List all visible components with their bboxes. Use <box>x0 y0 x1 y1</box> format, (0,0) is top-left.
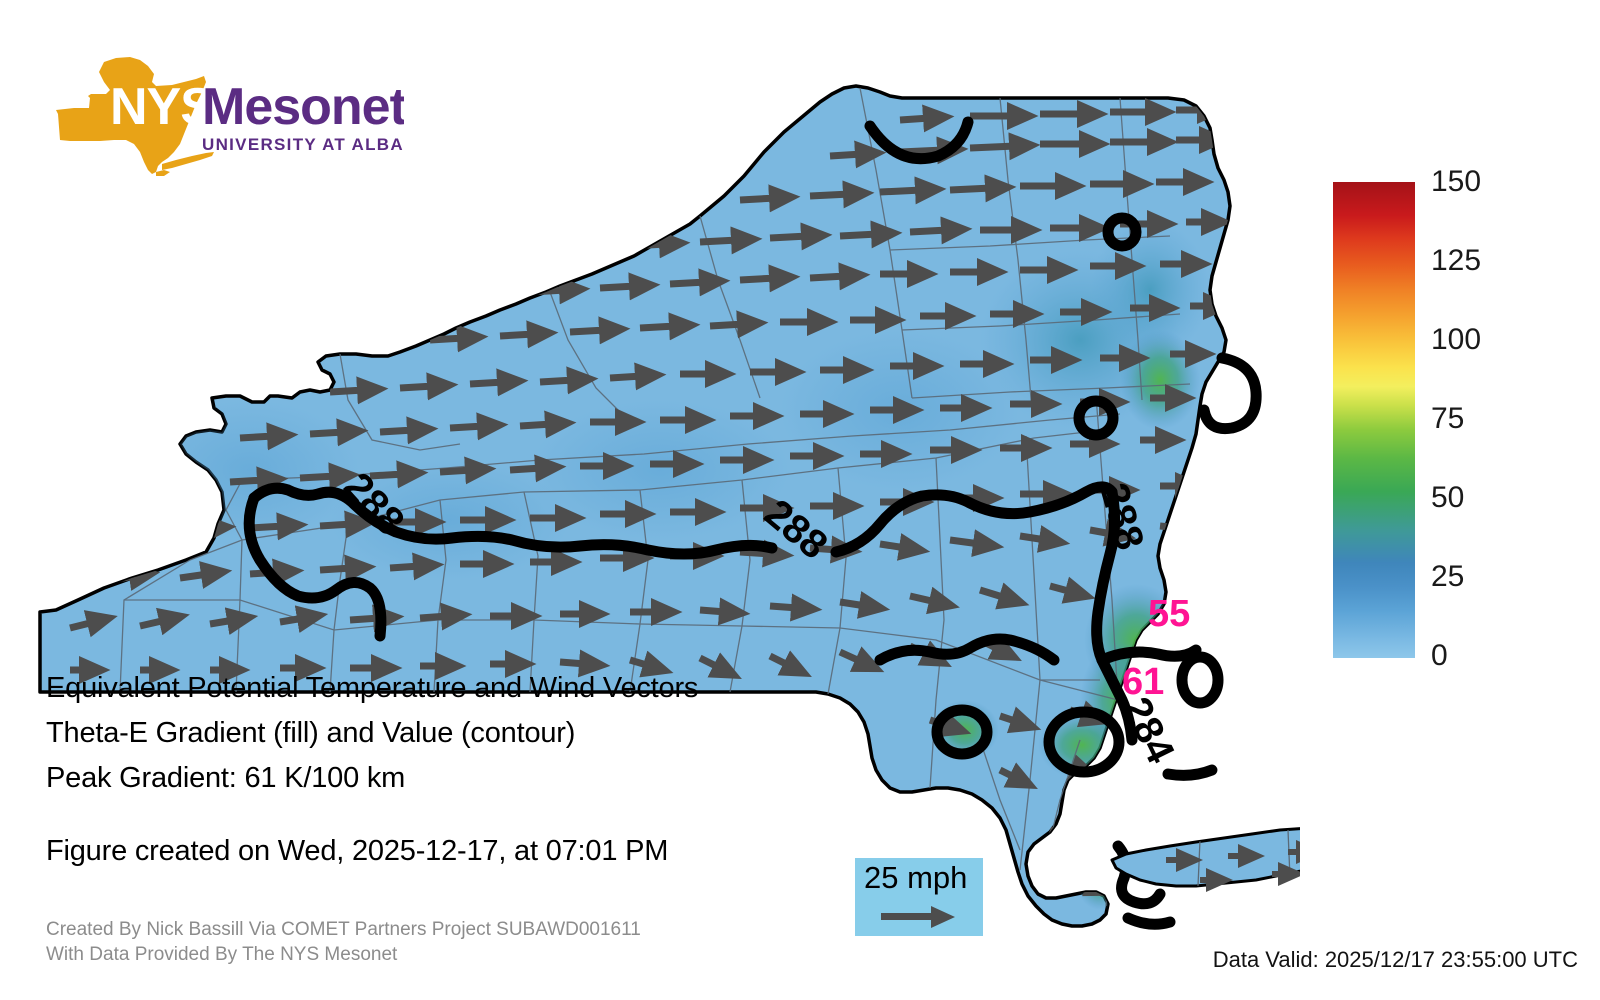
ny-state-body: 288 288 288 284 55 61 <box>38 84 1262 930</box>
long-island <box>1110 827 1300 892</box>
caption-spacer <box>46 801 866 829</box>
colorbar-tick-50: 50 <box>1431 481 1465 514</box>
credits-line-1: Created By Nick Bassill Via COMET Partne… <box>46 919 641 940</box>
logo-nys-text: NYS <box>110 78 214 136</box>
wind-scale-legend: 25 mph <box>855 858 983 936</box>
nys-mesonet-logo: NYS Mesonet UNIVERSITY AT ALBANY <box>44 52 404 182</box>
colorbar-tick-150: 150 <box>1431 165 1482 198</box>
gradient-value-61: 61 <box>1122 661 1164 703</box>
colorbar-tick-75: 75 <box>1431 402 1465 435</box>
caption-subtitle: Theta-E Gradient (fill) and Value (conto… <box>46 717 576 749</box>
wind-scale-arrow-icon <box>881 904 957 935</box>
figure-caption: Equivalent Potential Temperature and Win… <box>46 666 866 874</box>
credits-block: Created By Nick Bassill Via COMET Partne… <box>46 917 641 967</box>
peak-gradient-labels: 55 61 <box>1122 593 1190 703</box>
colorbar-tick-100: 100 <box>1431 323 1482 356</box>
data-valid-timestamp: Data Valid: 2025/12/17 23:55:00 UTC <box>1212 947 1578 972</box>
logo-subtitle: UNIVERSITY AT ALBANY <box>202 135 404 154</box>
credits-line-2: With Data Provided By The NYS Mesonet <box>46 944 398 965</box>
weather-map: 288 288 288 284 55 61 <box>0 40 1300 940</box>
gradient-value-55: 55 <box>1148 593 1190 635</box>
colorbar-tick-125: 125 <box>1431 244 1482 277</box>
caption-created-on: Figure created on Wed, 2025-12-17, at 07… <box>46 835 669 867</box>
caption-peak-gradient: Peak Gradient: 61 K/100 km <box>46 762 406 794</box>
logo-state-shape <box>56 57 214 176</box>
wind-scale-label: 25 mph <box>864 860 968 895</box>
caption-title: Equivalent Potential Temperature and Win… <box>46 672 699 704</box>
colorbar-gradient <box>1333 182 1415 658</box>
colorbar: 150 125 100 75 50 25 0 <box>1333 167 1583 673</box>
thetae-contours <box>243 116 1262 930</box>
logo-mesonet-text: Mesonet <box>202 78 404 136</box>
colorbar-tick-25: 25 <box>1431 560 1465 593</box>
colorbar-tick-0: 0 <box>1431 639 1448 672</box>
long-island-wind-vectors <box>1166 840 1300 892</box>
